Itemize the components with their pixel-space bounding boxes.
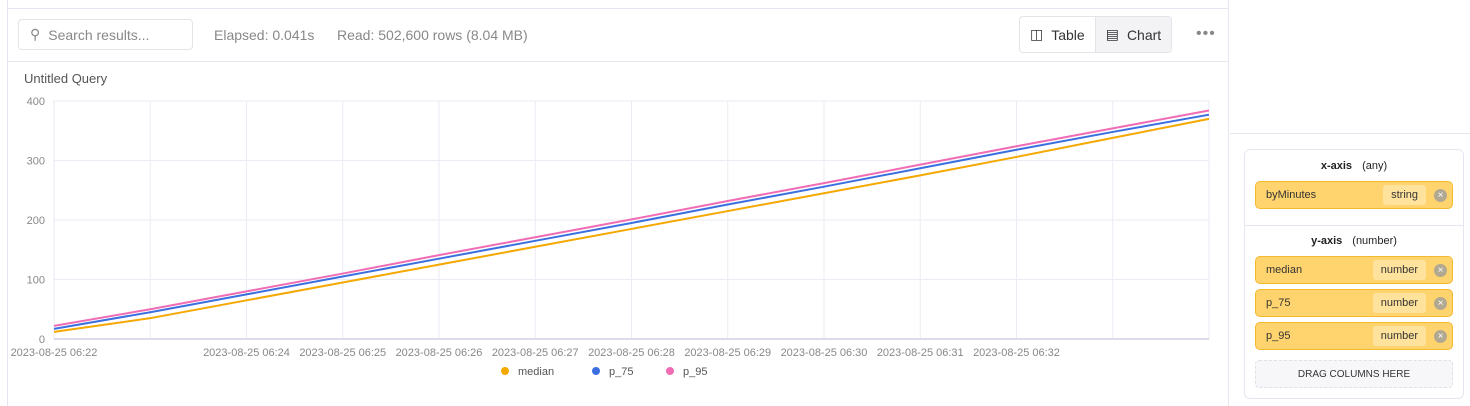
legend-label: median <box>518 366 554 378</box>
y-axis-column-chip-p95[interactable]: p_95 number × <box>1255 322 1453 350</box>
x-axis-label: x-axis <box>1320 160 1353 172</box>
y-tick-label: 300 <box>27 156 45 168</box>
column-name: byMinutes <box>1266 189 1317 201</box>
x-tick-label: 2023-08-25 06:26 <box>396 347 483 359</box>
tab-table[interactable]: ◫ Table <box>1020 17 1095 52</box>
tab-chart-label: Chart <box>1126 26 1162 43</box>
search-box[interactable]: ⚲ <box>18 19 193 50</box>
y-tick-label: 400 <box>27 96 45 108</box>
legend-marker-p95 <box>666 367 674 375</box>
series-line-median <box>53 117 1210 333</box>
x-tick-label: 2023-08-25 06:32 <box>973 347 1060 359</box>
y-axis-header: y-axis (number) <box>1245 235 1463 247</box>
y-tick-label: 100 <box>27 275 45 287</box>
y-axis-label: y-axis <box>1311 235 1343 247</box>
y-tick-label: 200 <box>27 215 45 227</box>
x-axis-column-chip[interactable]: byMinutes string × <box>1255 181 1453 209</box>
axis-config-panel: x-axis (any) byMinutes string × y-axis (nu… <box>1244 149 1464 399</box>
column-type: number <box>1372 260 1426 280</box>
tab-table-label: Table <box>1051 26 1085 43</box>
column-type: string <box>1383 185 1426 205</box>
table-icon: ◫ <box>1030 26 1044 42</box>
remove-icon[interactable]: × <box>1434 330 1447 343</box>
search-icon: ⚲ <box>30 26 41 42</box>
series-line-p95 <box>53 109 1210 327</box>
x-tick-label: 2023-08-25 06:27 <box>492 347 579 359</box>
column-name: median <box>1266 264 1303 276</box>
series-line-p75 <box>53 113 1210 330</box>
more-options-button[interactable]: ••• <box>1196 25 1216 42</box>
legend-label: p_95 <box>683 366 707 378</box>
x-tick-label: 2023-08-25 06:29 <box>684 347 771 359</box>
y-axis-column-chip-p75[interactable]: p_75 number × <box>1255 289 1453 317</box>
y-axis-column-chip-median[interactable]: median number × <box>1255 256 1453 284</box>
x-tick-label: 2023-08-25 06:22 <box>11 347 98 359</box>
rows-read: Read: 502,600 rows (8.04 MB) <box>337 27 528 43</box>
column-type: number <box>1372 326 1426 346</box>
legend-marker-p75 <box>592 367 600 375</box>
remove-icon[interactable]: × <box>1434 264 1447 277</box>
x-tick-label: 2023-08-25 06:28 <box>588 347 675 359</box>
x-tick-label: 2023-08-25 06:31 <box>877 347 964 359</box>
results-toolbar: ⚲ Elapsed: 0.041s Read: 502,600 rows (8.… <box>8 8 1228 62</box>
legend-marker-median <box>501 367 509 375</box>
results-panel: ⚲ Elapsed: 0.041s Read: 502,600 rows (8.… <box>7 0 1229 406</box>
y-tick-label: 0 <box>39 334 45 346</box>
x-tick-label: 2023-08-25 06:24 <box>203 347 290 359</box>
tab-chart[interactable]: ▤ Chart <box>1094 17 1172 52</box>
view-toggle: ◫ Table ▤ Chart <box>1019 16 1173 53</box>
x-axis-type: (any) <box>1362 160 1388 172</box>
line-chart: 0 100 200 300 400 2023-08-25 06:22 2023-08-25 … <box>11 96 1210 378</box>
bar-chart-icon: ▤ <box>1105 26 1119 42</box>
x-axis-header: x-axis (any) <box>1245 160 1463 172</box>
column-name: p_75 <box>1266 297 1291 309</box>
remove-icon[interactable]: × <box>1434 297 1447 310</box>
x-tick-label: 2023-08-25 06:25 <box>299 347 386 359</box>
drag-columns-dropzone[interactable]: DRAG COLUMNS HERE <box>1255 360 1453 388</box>
search-input[interactable] <box>48 26 179 43</box>
column-name: p_95 <box>1266 330 1291 342</box>
x-tick-label: 2023-08-25 06:30 <box>781 347 868 359</box>
elapsed-time: Elapsed: 0.041s <box>214 27 315 43</box>
chart-title: Untitled Query <box>24 71 108 86</box>
y-axis-type: (number) <box>1352 235 1397 247</box>
legend-label: p_75 <box>609 366 633 378</box>
remove-icon[interactable]: × <box>1434 189 1447 202</box>
column-type: number <box>1372 293 1426 313</box>
